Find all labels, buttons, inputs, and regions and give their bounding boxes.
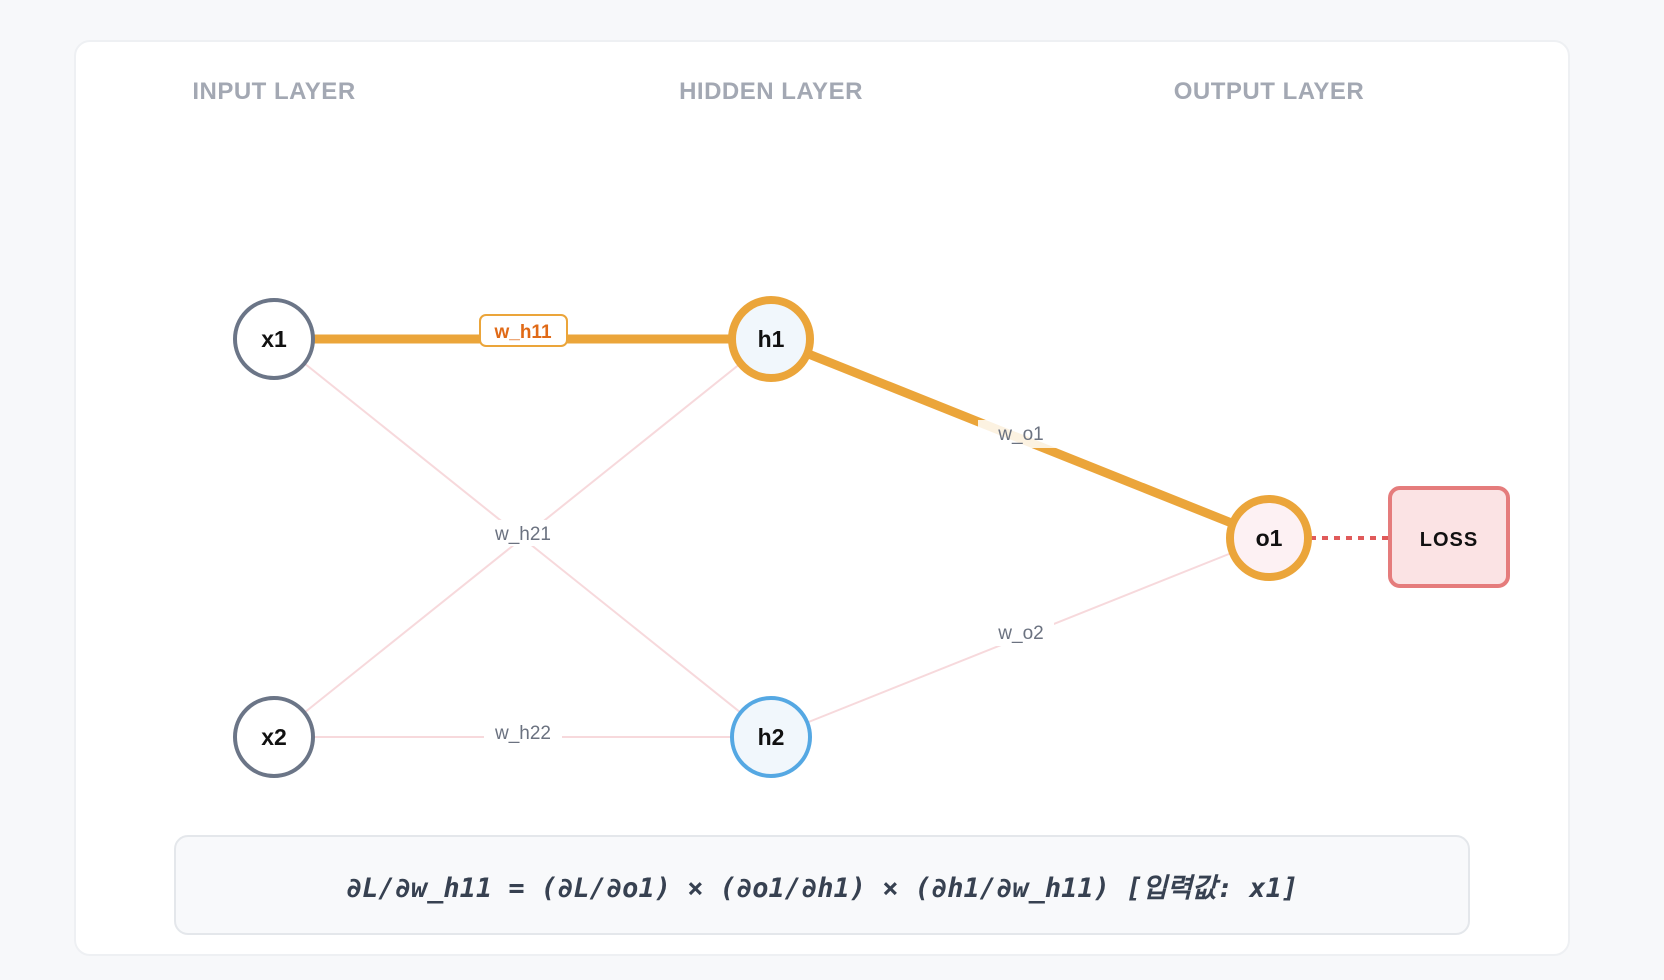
w-o2-bg xyxy=(988,620,1054,646)
node-h1[interactable] xyxy=(728,296,814,382)
formula-text: ∂L/∂w_h11 = (∂L/∂o1) × (∂o1/∂h1) × (∂h1/… xyxy=(345,872,1299,904)
formula-box: ∂L/∂w_h11 = (∂L/∂o1) × (∂o1/∂h1) × (∂h1/… xyxy=(174,835,1470,935)
w-h21-bg xyxy=(488,520,558,546)
input-layer-label: INPUT LAYER xyxy=(192,78,356,105)
w-h22-label: w_h22 xyxy=(494,723,551,744)
w-h21-label: w_h21 xyxy=(494,524,551,545)
node-h2[interactable] xyxy=(730,696,812,778)
node-x1-label: x1 xyxy=(261,326,287,352)
loss-box[interactable] xyxy=(1388,486,1510,588)
diagram-card xyxy=(74,40,1570,956)
w-h22-bg xyxy=(484,719,562,745)
w-h11-label: w_h11 xyxy=(493,322,551,343)
node-x2-label: x2 xyxy=(261,724,287,750)
output-layer-label: OUTPUT LAYER xyxy=(1173,78,1365,105)
hidden-layer-label: HIDDEN LAYER xyxy=(679,78,863,105)
node-x2[interactable] xyxy=(233,696,315,778)
node-h1-label: h1 xyxy=(758,326,785,352)
node-x1[interactable] xyxy=(233,298,315,380)
node-h2-label: h2 xyxy=(758,724,785,750)
node-o1[interactable] xyxy=(1226,495,1312,581)
loss-label: LOSS xyxy=(1420,529,1478,551)
node-o1-label: o1 xyxy=(1256,525,1283,551)
w-o2-label: w_o2 xyxy=(997,623,1043,644)
w-o1-label: w_o1 xyxy=(997,424,1043,445)
w-h11-badge xyxy=(479,314,568,347)
w-o1-bg xyxy=(978,420,1064,448)
